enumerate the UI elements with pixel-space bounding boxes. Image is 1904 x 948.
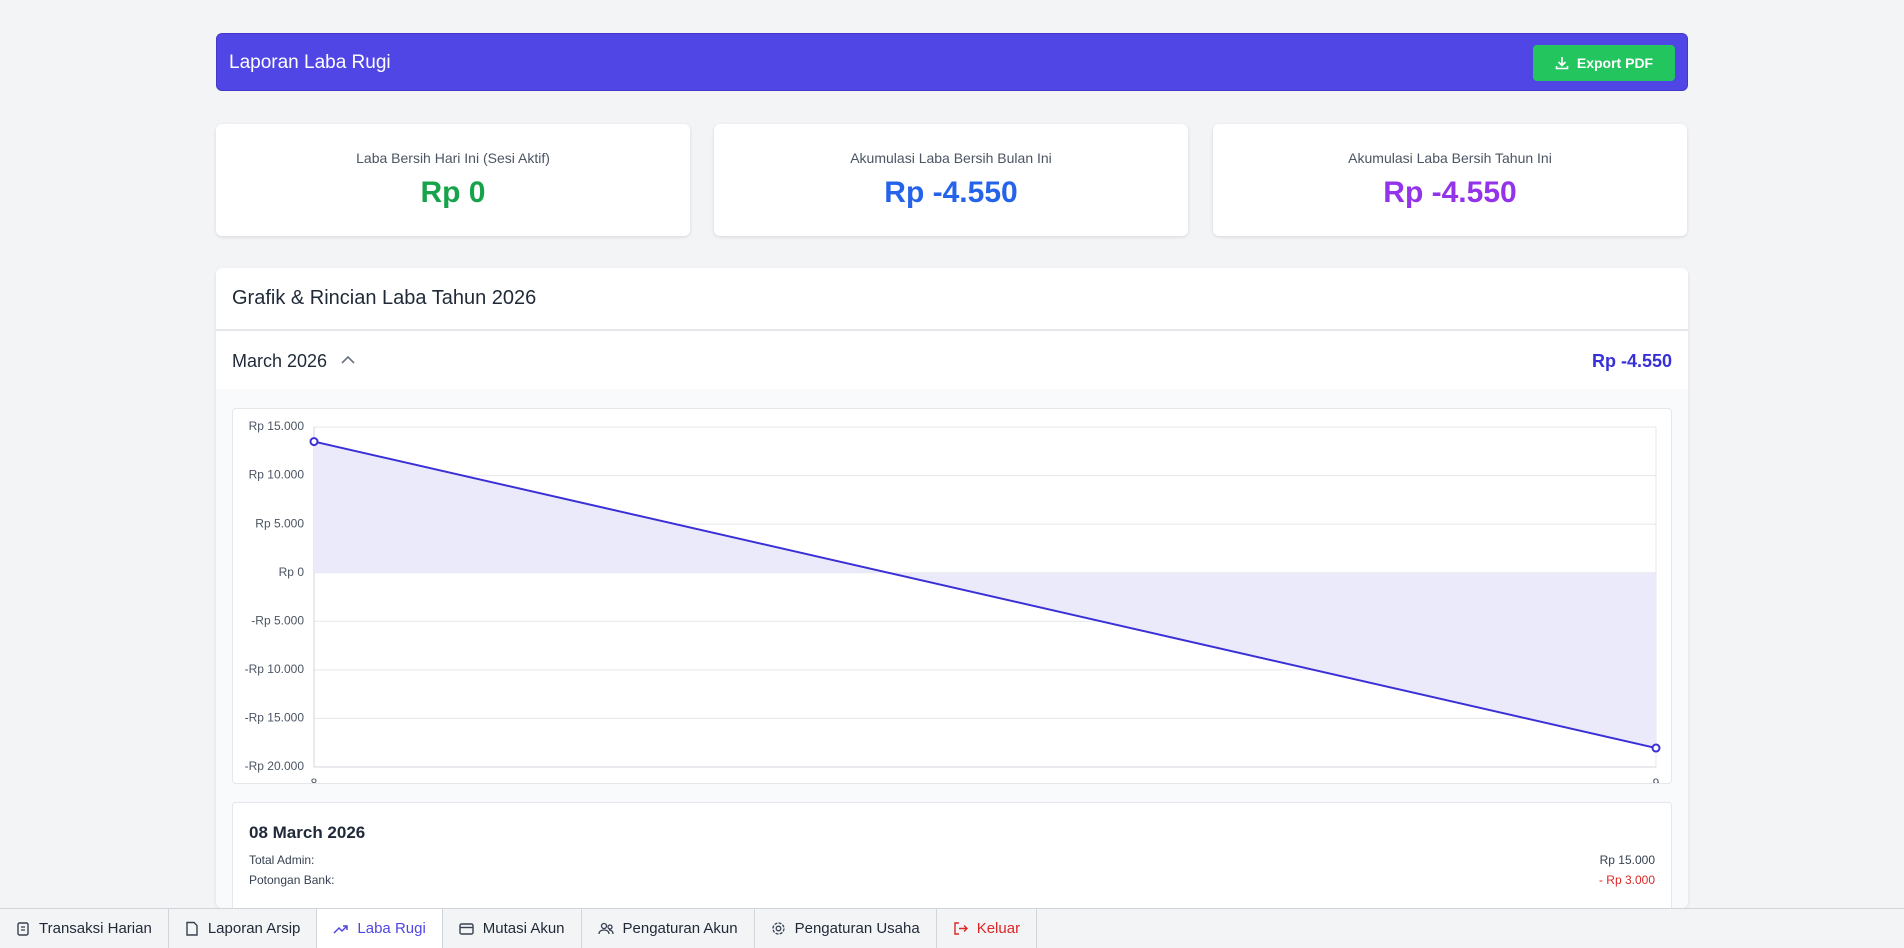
nav-item[interactable]: Laba Rugi [317, 909, 443, 948]
summary-card: Laba Bersih Hari Ini (Sesi Aktif) Rp 0 [216, 124, 690, 236]
y-tick-label: Rp 5.000 [255, 516, 304, 530]
month-row[interactable]: March 2026 Rp -4.550 [216, 329, 1688, 391]
x-tick-label: 9 [1653, 776, 1660, 783]
summary-card: Akumulasi Laba Bersih Bulan Ini Rp -4.55… [714, 124, 1188, 236]
nav-item[interactable]: Keluar [937, 909, 1038, 948]
nav-icon [333, 925, 349, 934]
row-value: Rp 15.000 [1599, 853, 1655, 867]
month-total: Rp -4.550 [1591, 351, 1672, 371]
nav-icon [186, 921, 198, 936]
card-value: Rp -4.550 [1383, 176, 1517, 209]
profit-section: Grafik & Rincian Laba Tahun 2026 March 2… [216, 268, 1688, 908]
nav-item[interactable]: Pengaturan Akun [582, 909, 755, 948]
nav-label: Pengaturan Usaha [794, 920, 920, 937]
page-title: Laporan Laba Rugi [229, 52, 391, 73]
card-value: Rp -4.550 [884, 176, 1018, 209]
nav-item[interactable]: Laporan Arsip [169, 909, 318, 948]
y-tick-label: Rp 0 [279, 565, 305, 579]
summary-card: Akumulasi Laba Bersih Tahun Ini Rp -4.55… [1213, 124, 1687, 236]
y-tick-label: Rp 15.000 [249, 419, 305, 433]
card-value: Rp 0 [420, 176, 486, 209]
month-body: -Rp 20.000 -Rp 15.000 -Rp 10.000 -Rp 5.000 R… [216, 389, 1688, 908]
nav-label: Laporan Arsip [207, 920, 301, 937]
nav-item[interactable]: Mutasi Akun [443, 909, 582, 948]
nav-icon [17, 922, 29, 936]
point [309, 437, 319, 447]
month-label: March 2026 [232, 351, 328, 371]
nav-icon [771, 922, 785, 935]
download-icon [1555, 57, 1569, 70]
row-value: - Rp 3.000 [1598, 873, 1655, 887]
card-label: Akumulasi Laba Bersih Tahun Ini [1348, 150, 1552, 166]
card-label: Laba Bersih Hari Ini (Sesi Aktif) [356, 150, 550, 166]
nav-icon [459, 923, 474, 935]
y-tick-label: -Rp 20.000 [245, 759, 305, 773]
nav-label: Transaksi Harian [39, 920, 152, 937]
point [1651, 743, 1661, 753]
nav-label: Mutasi Akun [482, 920, 565, 937]
bottom-nav: Transaksi Harian Laporan Arsip Laba Rugi… [0, 908, 1904, 948]
card-label: Akumulasi Laba Bersih Bulan Ini [850, 150, 1052, 166]
nav-item[interactable]: Pengaturan Usaha [755, 909, 937, 948]
section-title: Grafik & Rincian Laba Tahun 2026 [232, 287, 537, 309]
y-tick-label: -Rp 10.000 [245, 662, 305, 676]
row-label: Potongan Bank: [249, 873, 335, 887]
nav-label: Laba Rugi [357, 920, 426, 937]
export-button[interactable]: Export PDF [1533, 45, 1675, 81]
nav-label: Pengaturan Akun [622, 920, 738, 937]
line [313, 440, 1657, 750]
nav-item[interactable]: Transaksi Harian [0, 909, 169, 948]
nav-icon [597, 922, 614, 935]
export-label: Export PDF [1576, 55, 1654, 71]
detail-row: Total Admin: Rp 15.000 [249, 853, 1655, 867]
row-label: Total Admin: [249, 853, 315, 867]
nav-label: Keluar [976, 920, 1021, 937]
chart: -Rp 20.000 -Rp 15.000 -Rp 10.000 -Rp 5.000 R… [245, 419, 1661, 790]
detail-row: Potongan Bank: - Rp 3.000 [249, 873, 1655, 887]
header: Laporan Laba Rugi Export PDF [216, 33, 1688, 91]
y-tick-label: -Rp 15.000 [245, 711, 305, 725]
y-tick-label: -Rp 5.000 [251, 613, 304, 627]
chevron-icon [341, 355, 355, 364]
chart-box: -Rp 20.000 -Rp 15.000 -Rp 10.000 -Rp 5.000 R… [232, 408, 1672, 790]
nav-icon [954, 922, 968, 935]
x-tick-label: 8 [311, 776, 318, 783]
detail-date: 08 March 2026 [249, 823, 366, 842]
day-detail: 08 March 2026 Total Admin: Rp 15.000 Poto… [232, 802, 1672, 908]
y-tick-label: Rp 10.000 [249, 468, 305, 482]
